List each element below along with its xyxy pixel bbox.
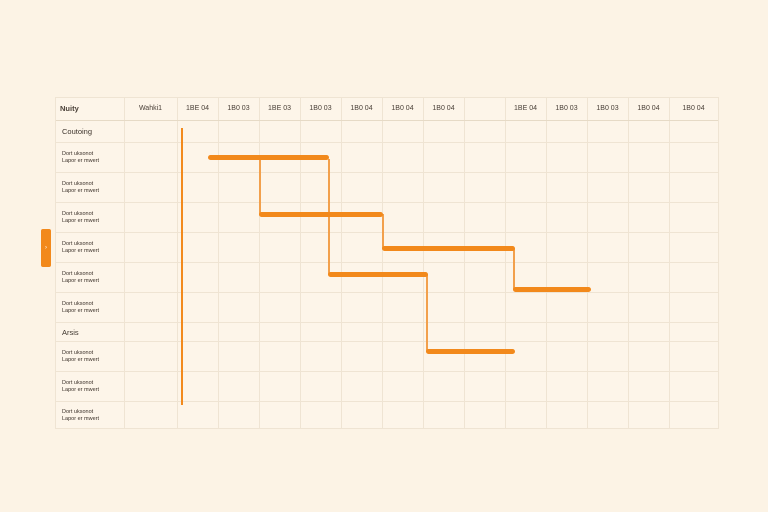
task-label: Dort uksonot Lapor er mwert — [62, 271, 99, 284]
task-bar[interactable] — [259, 212, 383, 217]
grid-line — [505, 98, 506, 428]
task-label: Dort uksonot Lapor er mwert — [62, 181, 99, 194]
task-row[interactable]: Dort uksonot Lapor er mwert — [56, 263, 718, 293]
grid-line — [259, 98, 260, 428]
column-header[interactable]: 1BE 04 — [186, 105, 209, 112]
grid-line — [628, 98, 629, 428]
task-label: Dort uksonot Lapor er mwert — [62, 380, 99, 393]
grid-line — [382, 98, 383, 428]
task-bar[interactable] — [328, 272, 428, 277]
grid-line — [669, 98, 670, 428]
column-header[interactable]: 1B0 04 — [391, 105, 414, 112]
grid-line — [341, 98, 342, 428]
task-label: Dort uksonot Lapor er mwert — [62, 409, 99, 422]
group-label: Coutoing — [62, 127, 93, 136]
task-row[interactable]: Dort uksonot Lapor er mwert — [56, 342, 718, 372]
grid-line — [423, 98, 424, 428]
column-header[interactable]: Wahki1 — [138, 105, 163, 112]
column-header[interactable]: 1B0 03 — [596, 105, 619, 112]
task-label: Dort uksonot Lapor er mwert — [62, 350, 99, 363]
group-row[interactable]: Arsis — [56, 323, 718, 342]
column-header[interactable]: 1B0 03 — [555, 105, 578, 112]
grid-line — [177, 98, 178, 428]
dependency-connector — [426, 274, 428, 352]
column-header[interactable]: 1BE 03 — [268, 105, 291, 112]
name-column-header: Nuity — [60, 104, 79, 113]
grid-line — [587, 98, 588, 428]
task-row[interactable]: Dort uksonot Lapor er mwert — [56, 402, 718, 428]
task-label: Dort uksonot Lapor er mwert — [62, 211, 99, 224]
task-label: Dort uksonot Lapor er mwert — [62, 301, 99, 314]
task-label: Dort uksonot Lapor er mwert — [62, 151, 99, 164]
group-row[interactable]: Coutoing — [56, 120, 718, 143]
column-header[interactable]: 1B0 04 — [682, 105, 705, 112]
grid-line — [464, 98, 465, 428]
grid-line — [300, 98, 301, 428]
grid-line — [546, 98, 547, 428]
column-header[interactable]: 1B0 03 — [309, 105, 332, 112]
collapse-sidebar-tab[interactable]: › — [41, 229, 51, 267]
task-bar[interactable] — [513, 287, 591, 292]
task-row[interactable]: Dort uksonot Lapor er mwert — [56, 293, 718, 323]
grid-line — [218, 98, 219, 428]
gantt-chart: Nuity Wahki1 1BE 04 1B0 03 1BE 03 1B0 03… — [55, 97, 719, 429]
task-row[interactable]: Dort uksonot Lapor er mwert — [56, 372, 718, 402]
dependency-connector — [328, 159, 330, 275]
task-row[interactable]: Dort uksonot Lapor er mwert — [56, 143, 718, 173]
timeline-header: Nuity Wahki1 1BE 04 1B0 03 1BE 03 1B0 03… — [56, 98, 718, 121]
column-header[interactable]: 1B0 04 — [637, 105, 660, 112]
chevron-right-icon: › — [45, 245, 47, 251]
task-bar[interactable] — [382, 246, 515, 251]
group-label: Arsis — [62, 328, 79, 337]
column-header[interactable]: 1B0 04 — [432, 105, 455, 112]
task-label: Dort uksonot Lapor er mwert — [62, 241, 99, 254]
task-row[interactable]: Dort uksonot Lapor er mwert — [56, 203, 718, 233]
dependency-connector — [259, 159, 261, 215]
task-bar[interactable] — [426, 349, 515, 354]
task-bar[interactable] — [208, 155, 329, 160]
column-header[interactable]: 1B0 04 — [350, 105, 373, 112]
column-header[interactable]: 1BE 04 — [514, 105, 537, 112]
dependency-connector — [382, 214, 384, 249]
column-header[interactable]: 1B0 03 — [227, 105, 250, 112]
today-marker-line — [181, 128, 183, 405]
task-row[interactable]: Dort uksonot Lapor er mwert — [56, 173, 718, 203]
task-row[interactable]: Dort uksonot Lapor er mwert — [56, 233, 718, 263]
dependency-connector — [513, 248, 515, 290]
grid-line — [124, 98, 125, 428]
